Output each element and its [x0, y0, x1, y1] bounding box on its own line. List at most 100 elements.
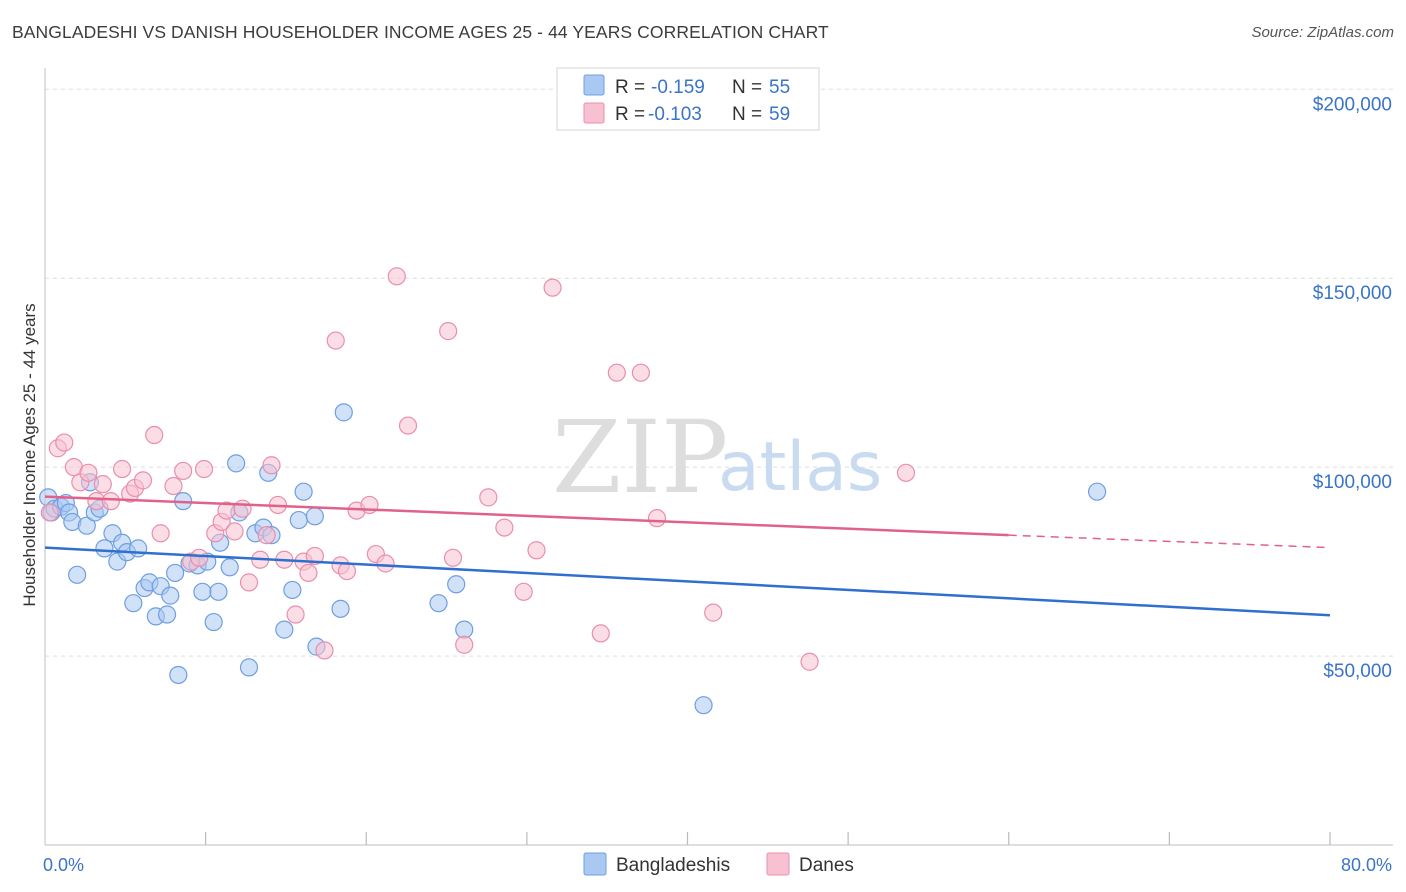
data-point-dane	[93, 475, 112, 494]
data-point-dane	[174, 461, 193, 481]
data-point-bangladeshi	[305, 507, 324, 526]
y-tick-label: $150,000	[1313, 283, 1392, 304]
legend-r-label-2: R =	[615, 104, 645, 125]
data-point-dane	[112, 459, 132, 479]
data-point-dane	[455, 635, 474, 654]
data-point-dane	[527, 541, 546, 560]
y-tick-label: $50,000	[1323, 661, 1392, 682]
legend-r-label-1: R =	[615, 77, 645, 98]
legend-n-value-1: 55	[769, 77, 790, 98]
data-point-dane	[704, 603, 723, 622]
axes	[44, 68, 1393, 846]
data-point-bangladeshi	[694, 696, 713, 715]
data-point-dane	[439, 322, 458, 341]
data-point-dane	[233, 499, 252, 518]
data-point-bangladeshi	[95, 539, 114, 558]
data-point-bangladeshi	[161, 586, 180, 605]
data-point-dane	[145, 425, 164, 445]
series-danes	[40, 267, 916, 671]
watermark-atlas: atlas	[718, 428, 882, 507]
trend-lines	[44, 495, 1331, 617]
data-point-dane	[337, 561, 357, 581]
watermark-zip: ZIP	[552, 399, 728, 516]
data-point-bangladeshi	[294, 482, 313, 501]
data-point-dane	[239, 573, 259, 592]
legend-swatch-pink	[583, 102, 605, 124]
trend-line-bangladeshis	[44, 546, 1331, 617]
bottom-legend-swatch-danes	[766, 852, 790, 876]
data-point-bangladeshi	[193, 582, 212, 601]
data-point-dane	[479, 488, 498, 507]
series-legend: Bangladeshis Danes	[583, 852, 854, 876]
data-point-dane	[151, 524, 170, 543]
y-tick-labels: $50,000 $100,000 $150,000 $200,000	[1313, 94, 1392, 682]
data-point-dane	[443, 548, 463, 567]
trend-line-danes	[44, 495, 1009, 537]
data-point-bangladeshi	[220, 558, 239, 577]
data-point-bangladeshi	[77, 516, 96, 535]
data-point-dane	[387, 267, 406, 286]
data-point-bangladeshi	[1087, 482, 1107, 501]
data-point-dane	[376, 554, 395, 573]
data-point-dane	[257, 526, 276, 545]
y-axis-label: Householder Income Ages 25 - 44 years	[20, 303, 39, 606]
data-point-dane	[55, 433, 74, 452]
legend-n-label-2: N =	[732, 104, 762, 125]
bottom-legend-label-bangladeshis: Bangladeshis	[616, 855, 730, 876]
watermark: ZIP atlas	[552, 399, 882, 516]
data-point-bangladeshi	[331, 599, 350, 618]
data-point-bangladeshi	[124, 594, 143, 613]
data-point-dane	[190, 548, 209, 567]
data-point-dane	[299, 563, 318, 583]
data-point-dane	[101, 492, 120, 511]
data-point-bangladeshi	[429, 594, 448, 613]
y-tick-label: $200,000	[1313, 94, 1392, 115]
data-point-bangladeshi	[239, 658, 259, 677]
x-ticks	[205, 832, 1331, 845]
bottom-legend-label-danes: Danes	[799, 855, 854, 876]
data-point-dane	[315, 641, 334, 660]
data-point-bangladeshi	[68, 565, 87, 584]
data-point-bangladeshi	[169, 665, 188, 685]
data-point-dane	[305, 546, 324, 566]
data-point-bangladeshi	[455, 620, 474, 639]
data-point-dane	[194, 459, 214, 479]
data-point-dane	[514, 582, 533, 601]
data-point-dane	[607, 363, 626, 382]
data-point-dane	[133, 471, 153, 490]
data-point-bangladeshi	[289, 510, 308, 530]
data-point-dane	[262, 456, 281, 475]
legend-r-value-1: -0.159	[651, 77, 705, 98]
data-point-bangladeshi	[129, 539, 148, 558]
data-point-dane	[164, 476, 183, 496]
legend-n-label-1: N =	[732, 77, 762, 98]
data-point-bangladeshi	[447, 575, 466, 594]
legend-n-value-2: 59	[769, 104, 790, 125]
x-tick-label-max: 80.0%	[1341, 855, 1392, 875]
data-point-dane	[543, 278, 562, 297]
data-point-bangladeshi	[283, 580, 302, 600]
y-tick-label: $100,000	[1313, 472, 1392, 493]
gridlines	[45, 88, 1393, 657]
chart-title: BANGLADESHI VS DANISH HOUSEHOLDER INCOME…	[12, 22, 829, 42]
data-point-dane	[591, 624, 610, 643]
data-point-bangladeshi	[204, 612, 223, 632]
data-point-bangladeshi	[275, 620, 294, 639]
data-point-dane	[800, 652, 819, 671]
x-tick-label-min: 0.0%	[43, 855, 84, 875]
data-point-dane	[79, 463, 98, 482]
legend-r-value-2: -0.103	[648, 104, 702, 125]
data-point-dane	[631, 363, 651, 382]
data-point-dane	[286, 605, 305, 624]
bottom-legend-swatch-bangladeshis	[583, 852, 607, 876]
data-point-dane	[398, 416, 418, 435]
data-point-dane	[495, 518, 514, 537]
data-point-bangladeshi	[157, 605, 177, 624]
data-point-bangladeshi	[227, 454, 246, 473]
correlation-legend: R = -0.159 N = 55 R = -0.103 N = 59	[556, 67, 820, 131]
source-credit: Source: ZipAtlas.com	[1251, 24, 1394, 41]
data-point-dane	[896, 463, 916, 482]
data-point-bangladeshi	[209, 582, 228, 601]
data-point-dane	[225, 522, 244, 541]
